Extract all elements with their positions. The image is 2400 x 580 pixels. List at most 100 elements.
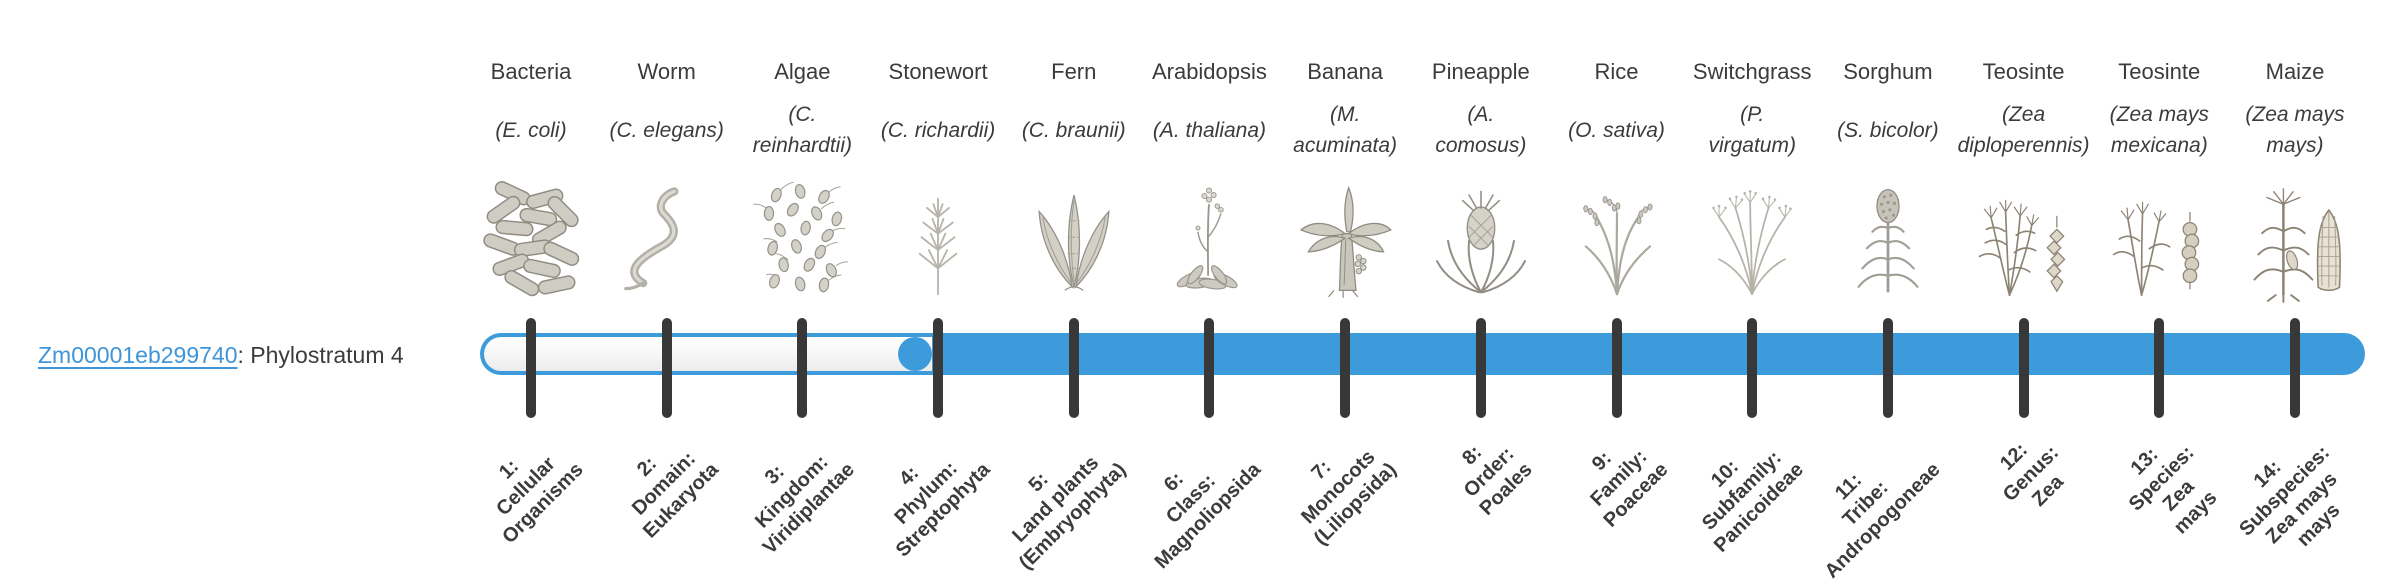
timeline-tick bbox=[526, 318, 536, 418]
timeline-tick bbox=[1475, 318, 1486, 418]
stratum-label: 12: Genus: Zea bbox=[1995, 438, 2068, 511]
taxon-column-5: Fern (C. braunii) 5: Land plants (Embryo… bbox=[994, 0, 1154, 580]
timeline-track bbox=[480, 333, 2365, 375]
taxon-species-wrap: (O. sativa) bbox=[1545, 90, 1689, 170]
taxon-species-wrap: (P. virgatum) bbox=[1680, 90, 1824, 170]
taxon-column-11: Sorghum (S. bicolor) 11: Tribe: Andropog… bbox=[1808, 0, 1968, 580]
stratum-label: 4: Phylum: Streptophyta bbox=[890, 457, 995, 562]
timeline-tick bbox=[1747, 318, 1758, 418]
taxon-common-name: Arabidopsis bbox=[1151, 59, 1267, 84]
stratum-label: 2: Domain: Eukaryota bbox=[627, 447, 723, 543]
timeline-tick bbox=[797, 318, 808, 418]
taxon-common-name: Rice bbox=[1594, 59, 1639, 84]
taxon-column-12: Teosinte (Zea diploperennis) 12: Genus: … bbox=[1944, 0, 2104, 580]
taxon-species-name: (A. thaliana) bbox=[1152, 118, 1267, 142]
taxon-species-wrap: (C. richardii) bbox=[866, 90, 1010, 170]
taxon-column-6: Arabidopsis (A. thaliana) 6: Class: Magn… bbox=[1129, 0, 1289, 580]
taxon-column-3: Algae (C. reinhardtii) 3: Kingdom: Virid… bbox=[722, 0, 882, 580]
taxon-common-name: Pineapple bbox=[1431, 59, 1530, 84]
taxon-species-name: (C. braunii) bbox=[1021, 118, 1126, 142]
timeline-tick bbox=[1611, 318, 1622, 418]
taxon-common-name: Stonewort bbox=[888, 59, 988, 84]
taxon-species-name: (C. reinhardtii) bbox=[752, 103, 852, 157]
taxon-species-name: (A. comosus) bbox=[1435, 103, 1527, 157]
taxon-column-14: Maize (Zea mays mays) 14: Subspecies: Ze… bbox=[2215, 0, 2375, 580]
taxon-species-wrap: (E. coli) bbox=[459, 90, 603, 170]
taxon-species-wrap: (Zea mays mexicana) bbox=[2087, 90, 2231, 170]
taxon-common-name: Teosinte bbox=[2118, 59, 2201, 84]
timeline-tick bbox=[2018, 318, 2029, 418]
taxon-species-name: (Zea mays mays) bbox=[2245, 103, 2345, 157]
taxon-common-name: Teosinte bbox=[1982, 59, 2065, 84]
timeline-tick bbox=[1340, 318, 1351, 418]
taxon-common-name: Worm bbox=[637, 59, 696, 84]
stratum-label: 8: Order: Poales bbox=[1458, 441, 1538, 520]
timeline-tick bbox=[1882, 318, 1893, 418]
taxon-species-wrap: (C. elegans) bbox=[595, 90, 739, 170]
switchgrass-illustration bbox=[1672, 175, 1832, 303]
stratum-label: 1: Cellular Organisms bbox=[491, 452, 588, 549]
timeline-tick bbox=[2289, 318, 2300, 418]
taxon-species-wrap: (A. thaliana) bbox=[1137, 90, 1281, 170]
timeline-unfilled-segment bbox=[484, 337, 932, 371]
taxon-column-9: Rice (O. sativa) 9: Family: Poaceae bbox=[1537, 0, 1697, 580]
stratum-label: 5: Land plants (Embryophyta) bbox=[1007, 451, 1130, 574]
taxon-column-8: Pineapple (A. comosus) 8: Order: Poales bbox=[1401, 0, 1561, 580]
taxon-species-wrap: (S. bicolor) bbox=[1816, 90, 1960, 170]
taxon-column-7: Banana (M. acuminata) 7: Monocots (Lilio… bbox=[1265, 0, 1425, 580]
taxon-species-name: (Zea mays mexicana) bbox=[2109, 103, 2209, 157]
teosinte-mexicana-illustration bbox=[2079, 175, 2239, 303]
arabidopsis-illustration bbox=[1129, 175, 1289, 303]
taxon-common-name: Switchgrass bbox=[1692, 59, 1812, 84]
timeline-tick bbox=[661, 318, 672, 418]
taxon-column-4: Stonewort (C. richardii) 4: Phylum: Stre… bbox=[858, 0, 1018, 580]
timeline-tick bbox=[933, 318, 944, 418]
taxon-column-10: Switchgrass (P. virgatum) 10: Subfamily:… bbox=[1672, 0, 1832, 580]
taxon-common-name: Sorghum bbox=[1843, 59, 1933, 84]
stratum-label: 9: Family: Poaceae bbox=[1586, 445, 1673, 532]
stratum-label: 10: Subfamily: Panicoideae bbox=[1698, 446, 1809, 557]
maize-illustration bbox=[2215, 175, 2375, 303]
taxon-species-name: (M. acuminata) bbox=[1293, 103, 1398, 157]
taxon-species-name: (C. elegans) bbox=[609, 118, 724, 142]
stratum-label: 3: Kingdom: Viridiplantae bbox=[750, 451, 859, 559]
taxon-species-name: (P. virgatum) bbox=[1708, 103, 1796, 157]
stratum-label: 11: Tribe: Andropogoneae bbox=[1820, 458, 1945, 580]
fern-illustration bbox=[994, 175, 1154, 303]
stratum-label: 6: Class: Magnoliopsida bbox=[1151, 458, 1266, 574]
taxon-species-name: (O. sativa) bbox=[1568, 118, 1665, 142]
gene-label: Zm00001eb299740: Phylostratum 4 bbox=[38, 341, 404, 369]
taxon-species-name: (E. coli) bbox=[495, 118, 567, 142]
taxon-species-wrap: (C. braunii) bbox=[1002, 90, 1146, 170]
timeline-tick bbox=[2154, 318, 2165, 418]
stratum-label: 7: Monocots (Liliopsida) bbox=[1297, 446, 1402, 550]
taxon-common-name: Maize bbox=[2265, 59, 2325, 84]
taxon-common-name: Fern bbox=[1051, 59, 1097, 84]
stratum-label: 14: Subspecies: Zea mays mays bbox=[2235, 441, 2345, 551]
taxon-species-name: (Zea diploperennis) bbox=[1957, 103, 2090, 157]
taxon-common-name: Algae bbox=[774, 59, 831, 84]
taxon-column-1: Bacteria (E. coli) 1: Cellular Organisms bbox=[451, 0, 611, 580]
rice-illustration bbox=[1537, 175, 1697, 303]
taxon-species-name: (C. richardii) bbox=[880, 118, 996, 142]
worm-illustration bbox=[587, 175, 747, 303]
sorghum-illustration bbox=[1808, 175, 1968, 303]
taxon-species-wrap: (M. acuminata) bbox=[1273, 90, 1417, 170]
taxon-species-wrap: (A. comosus) bbox=[1409, 90, 1553, 170]
taxon-column-13: Teosinte (Zea mays mexicana) 13: Species… bbox=[2079, 0, 2239, 580]
stonewort-illustration bbox=[858, 175, 1018, 303]
timeline-tick bbox=[1204, 318, 1215, 418]
algae-illustration bbox=[722, 175, 882, 303]
timeline-fill-start-cap bbox=[898, 337, 932, 371]
banana-illustration bbox=[1265, 175, 1425, 303]
taxon-species-wrap: (C. reinhardtii) bbox=[730, 90, 874, 170]
teosinte-diploperennis-illustration bbox=[1944, 175, 2104, 303]
taxon-column-2: Worm (C. elegans) 2: Domain: Eukaryota bbox=[587, 0, 747, 580]
taxon-species-name: (S. bicolor) bbox=[1837, 118, 1939, 142]
gene-id-link[interactable]: Zm00001eb299740 bbox=[38, 342, 238, 368]
taxon-species-wrap: (Zea mays mays) bbox=[2223, 90, 2367, 170]
taxon-common-name: Bacteria bbox=[490, 59, 572, 84]
taxon-common-name: Banana bbox=[1307, 59, 1384, 84]
pineapple-illustration bbox=[1401, 175, 1561, 303]
